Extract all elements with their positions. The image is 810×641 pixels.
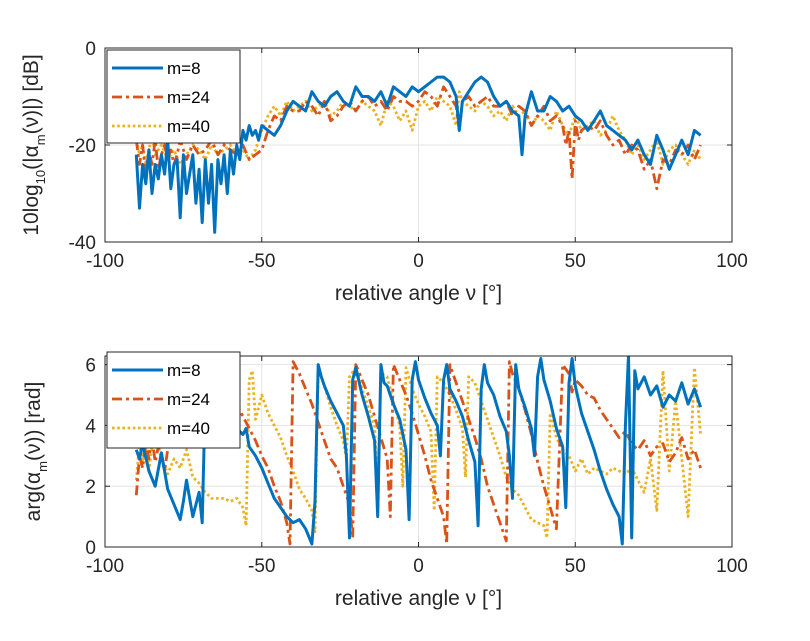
legend-label: m=40 [167,419,210,438]
y-tick-label: 6 [85,356,96,377]
series-line-m-40 [134,366,702,540]
series-group [134,75,702,234]
legend: m=8 m=24 m=40 [106,351,241,449]
x-axis-label: relative angle ν [°] [335,282,502,305]
legend: m=8 m=24 m=40 [106,49,241,144]
legend-label: m=24 [167,88,210,107]
x-tick-label: 50 [565,556,586,577]
chart-1: -100 -50 0 50 100 -40 -20 0 relative angle ν [°]… [20,39,748,305]
series-line-m-24 [134,360,702,546]
legend-label: m=8 [167,59,201,78]
x-tick-label: -50 [248,251,275,272]
x-axis-label: relative angle ν [°] [335,587,502,610]
legend-box [106,49,241,144]
x-tick-label: -100 [86,251,124,272]
chart-2: -100 -50 0 50 100 0 2 4 6 relative angle ν [°] arg… [22,351,748,610]
x-tick-label: 100 [716,251,748,272]
x-tick-label: -100 [86,556,124,577]
x-tick-label: 50 [565,251,586,272]
x-tick-label: 0 [413,251,424,272]
y-tick-label: 2 [85,477,96,498]
series-line-m-24 [134,85,702,191]
legend-label: m=24 [167,390,210,409]
y-tick-label: 0 [85,538,96,559]
axes-frame [104,355,733,548]
y-axis-label: arg(αm(ν)) [rad] [22,382,50,522]
y-tick-label: -40 [69,233,96,254]
legend-label: m=40 [167,117,210,136]
y-tick-label: -20 [69,136,96,157]
x-tick-label: 100 [716,556,748,577]
series-line-m-8 [134,75,702,234]
axes-frame [104,47,733,243]
y-tick-label: 0 [85,39,96,60]
y-tick-label: 4 [85,416,96,437]
legend-box [106,351,241,449]
y-axis-label: 10log10(|αm(ν)|) [dB] [20,54,48,235]
x-tick-label: 0 [413,556,424,577]
x-tick-label: -50 [248,556,275,577]
legend-label: m=8 [167,361,201,380]
